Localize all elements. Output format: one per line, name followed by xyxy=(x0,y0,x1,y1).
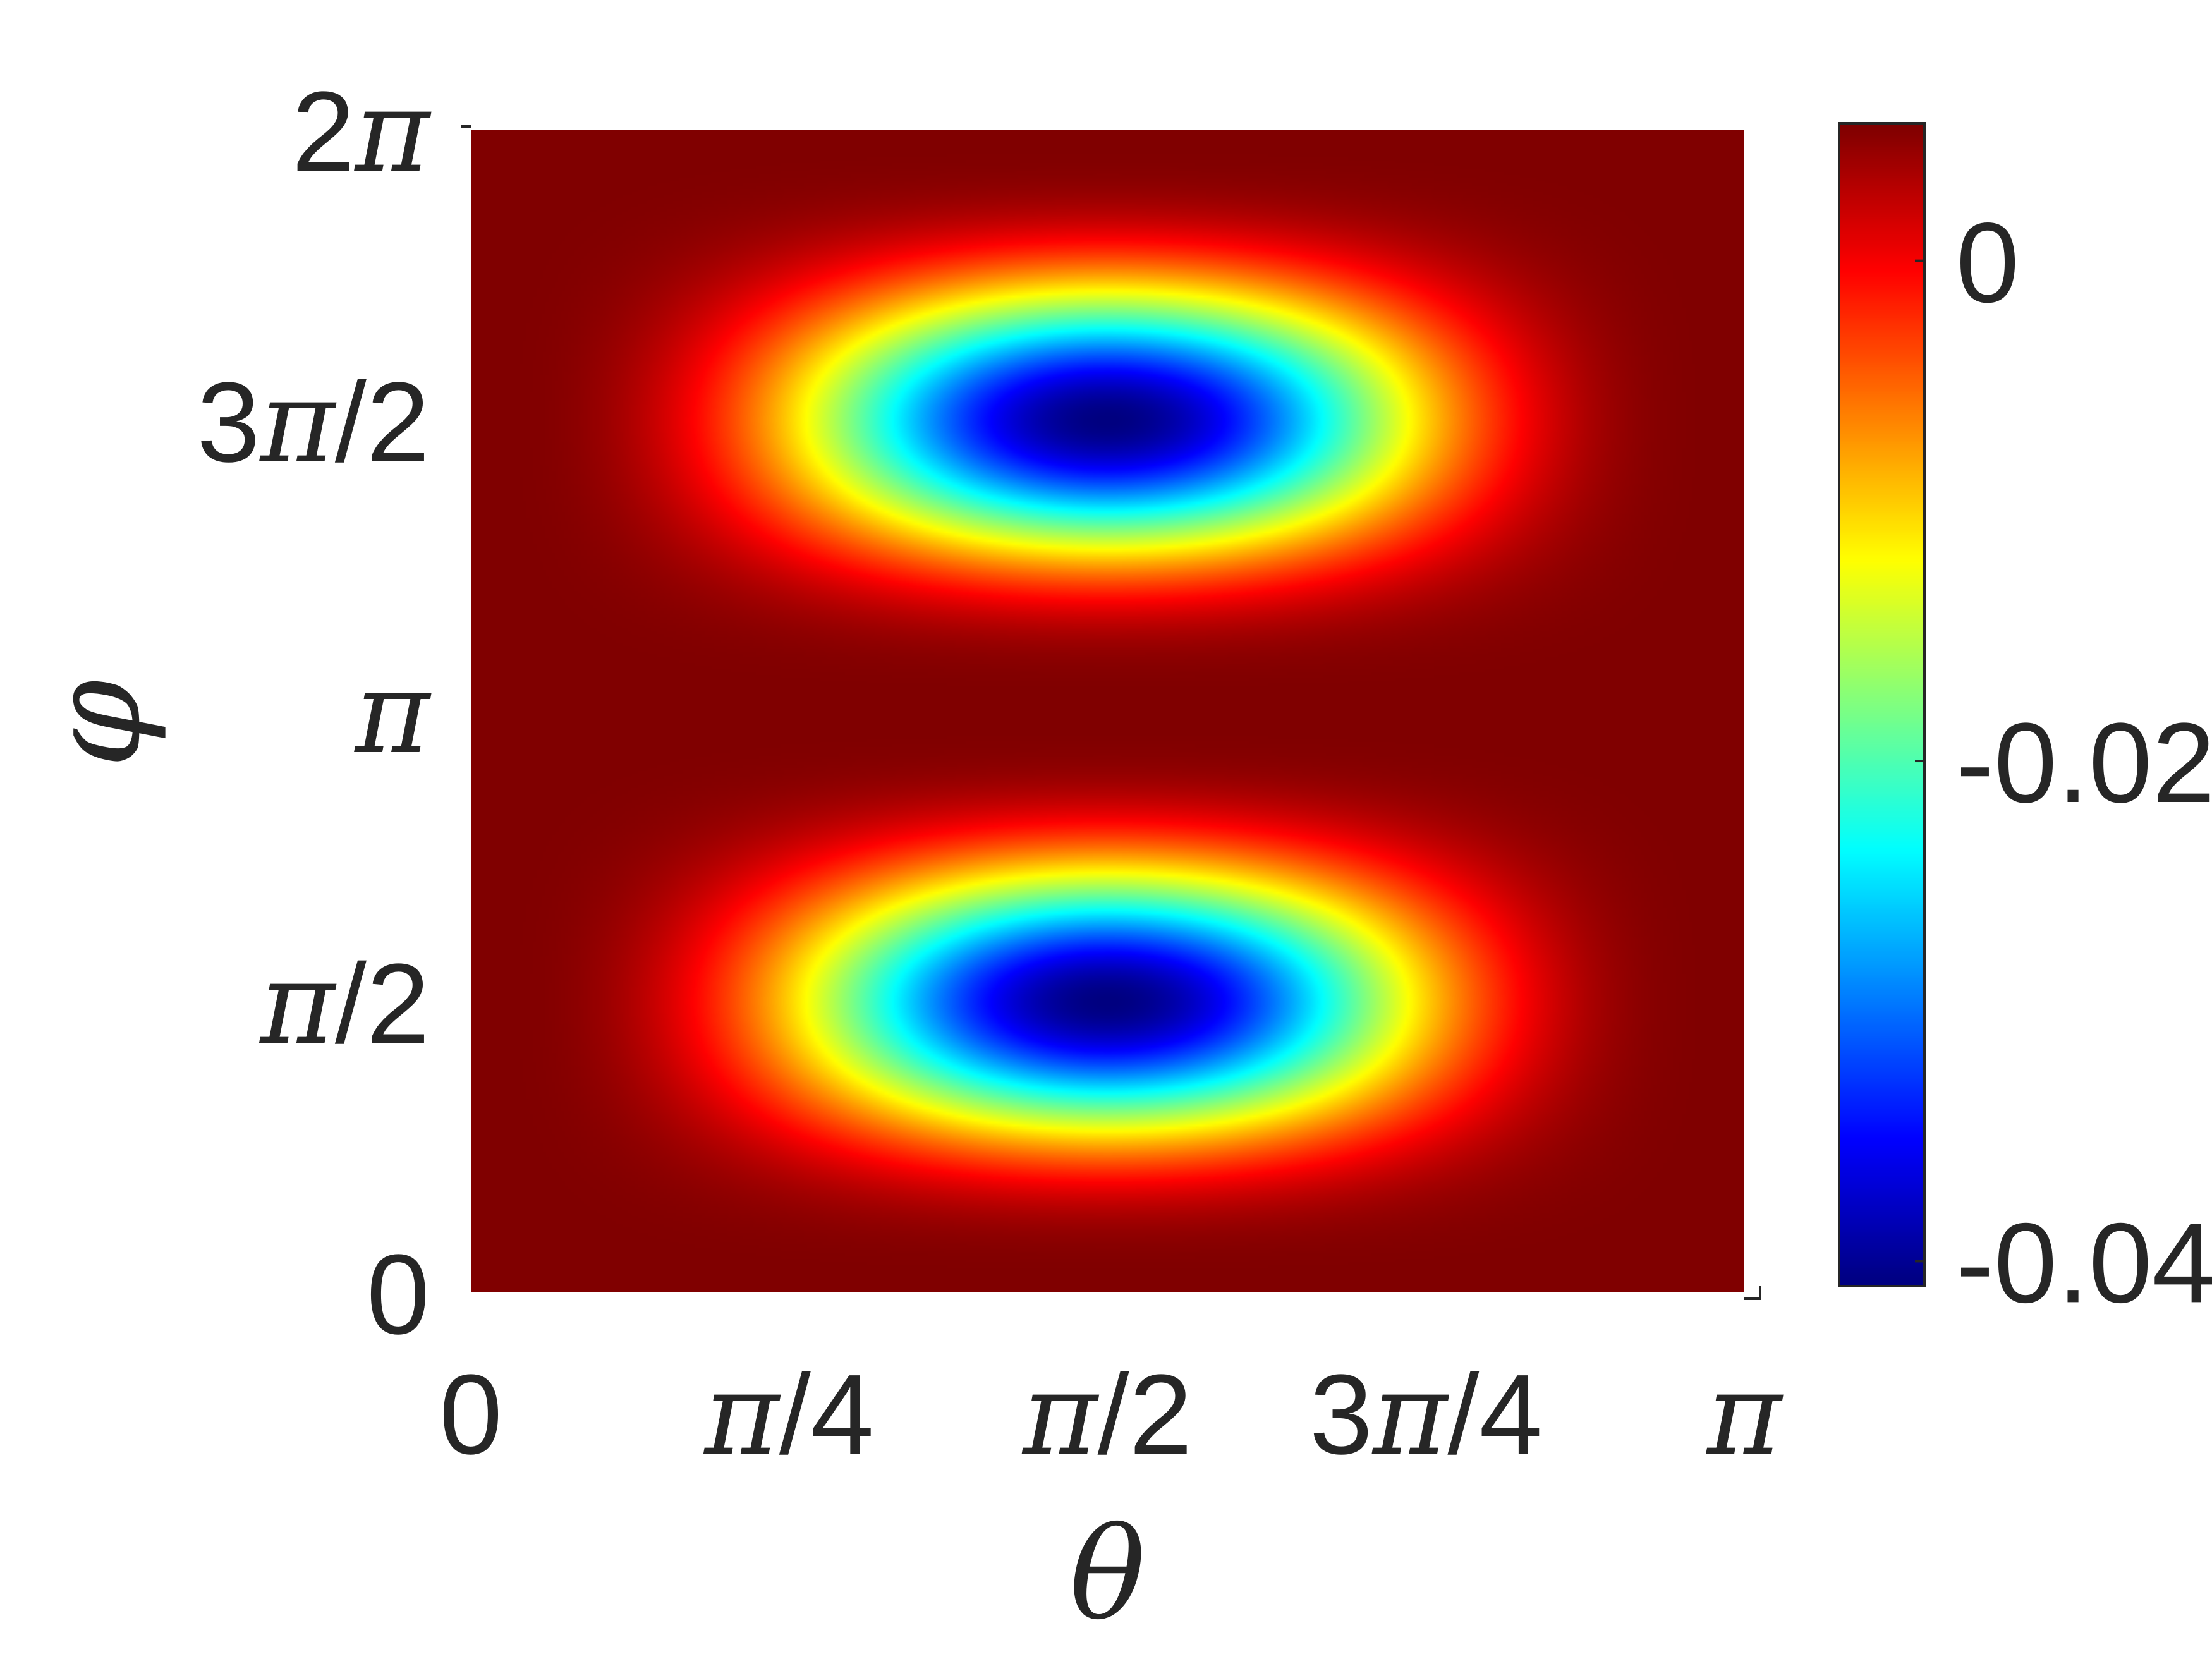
y-tick-label-part: 3 xyxy=(197,359,260,486)
heatmap-image xyxy=(471,130,1744,1292)
colorbar-tick-label: -0.04 xyxy=(1956,1200,2212,1327)
x-axis-label: θ xyxy=(1069,1501,1145,1648)
axis-corner-marks xyxy=(461,125,1761,1300)
x-tick-label-part: /2 xyxy=(1098,1351,1193,1478)
y-tick-label: 3π/2 xyxy=(197,356,430,489)
x-tick-label-part: /4 xyxy=(1447,1351,1542,1478)
y-tick-label: 2π xyxy=(292,66,432,198)
y-tick-label-part: π xyxy=(259,938,337,1070)
y-tick-label: π/2 xyxy=(259,938,430,1070)
x-tick-label: 3π/4 xyxy=(1310,1349,1543,1481)
y-tick-label-part: /2 xyxy=(335,940,430,1067)
y-tick-label: π xyxy=(354,647,432,779)
y-tick-label-part: 0 xyxy=(367,1231,430,1358)
x-tick-label-part: 3 xyxy=(1310,1351,1373,1478)
colorbar-tick-label: 0 xyxy=(1956,200,2019,327)
y-tick-label-part: π xyxy=(354,647,432,779)
colorbar: 0 -0.02 -0.04 xyxy=(1838,122,2212,1327)
colorbar-ticks: 0 -0.02 -0.04 xyxy=(1915,200,2212,1327)
x-tick-label: π/4 xyxy=(703,1349,874,1481)
x-tick-label: π xyxy=(1706,1349,1784,1481)
x-tick-label-part: π xyxy=(1706,1349,1784,1481)
y-tick-label: 0 xyxy=(367,1231,430,1358)
x-tick-label-part: π xyxy=(703,1349,781,1481)
y-tick-label-part: 2 xyxy=(292,68,355,195)
y-tick-label-part: π xyxy=(354,66,432,198)
colorbar-gradient xyxy=(1839,123,1924,1286)
y-tick-label-part: /2 xyxy=(335,359,430,486)
x-tick-label-part: 0 xyxy=(439,1351,502,1478)
x-tick-label-part: π xyxy=(1371,1349,1449,1481)
y-axis-label: φ xyxy=(22,679,169,768)
y-tick-label-part: π xyxy=(259,356,337,489)
x-tick-label: π/2 xyxy=(1021,1349,1192,1481)
x-tick-label-part: /4 xyxy=(779,1351,874,1478)
x-tick-label: 0 xyxy=(439,1351,502,1478)
colorbar-frame xyxy=(1838,122,1926,1287)
plot-area xyxy=(461,125,1761,1300)
colorbar-tick-label: -0.02 xyxy=(1956,700,2212,827)
x-tick-label-part: π xyxy=(1021,1349,1099,1481)
x-axis-ticks: 0 π/4 π/2 3π/4 π xyxy=(439,1349,1784,1481)
